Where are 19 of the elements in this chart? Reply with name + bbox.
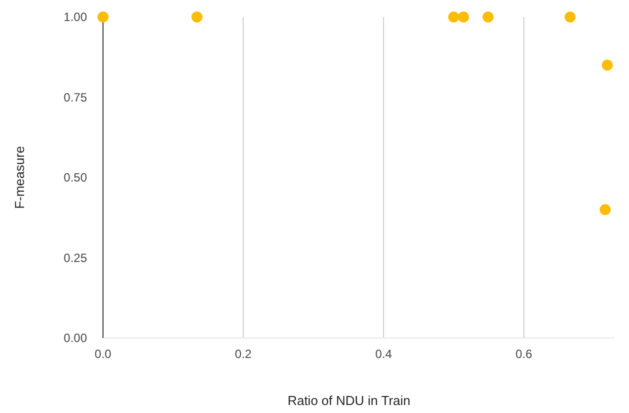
x-axis-title: Ratio of NDU in Train — [288, 393, 410, 408]
point — [98, 12, 108, 22]
x-tick-label: 0.6 — [515, 347, 532, 361]
y-tick-label: 0.00 — [64, 331, 88, 345]
point — [458, 12, 470, 22]
point — [600, 204, 611, 216]
point — [602, 60, 613, 71]
point — [191, 12, 202, 22]
y-tick-label: 1.00 — [64, 10, 88, 24]
x-tick-label: 0.4 — [375, 347, 392, 361]
point — [564, 12, 576, 22]
y-tick-label: 0.25 — [64, 250, 88, 265]
point — [482, 12, 494, 22]
y-tick-label: 0.75 — [64, 90, 88, 104]
x-tick-label: 0.2 — [234, 347, 252, 361]
point — [448, 12, 460, 22]
y-axis-title: F-measure — [12, 146, 27, 209]
y-tick-label: 0.50 — [64, 170, 88, 184]
x-tick-label: 0.0 — [94, 347, 112, 361]
